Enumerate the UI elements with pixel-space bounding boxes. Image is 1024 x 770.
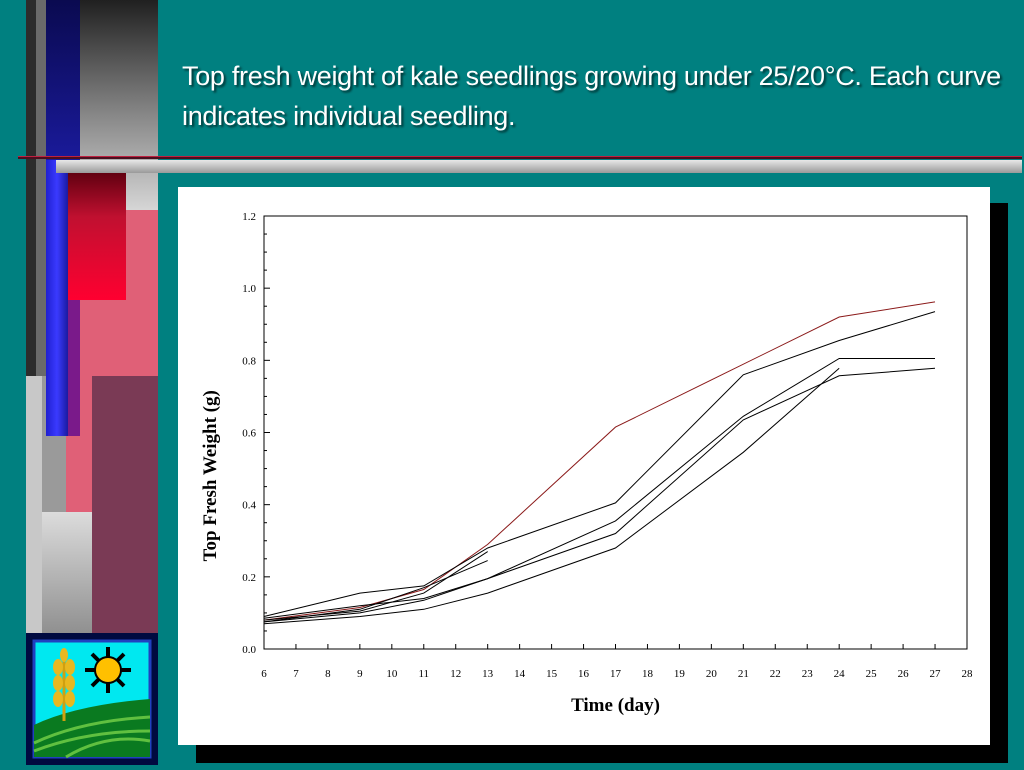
x-tick-label: 12 <box>450 668 461 680</box>
series-line-4 <box>263 367 936 623</box>
x-tick-label: 25 <box>866 668 878 680</box>
series-line-1 <box>263 301 936 621</box>
series-line-3 <box>263 358 935 619</box>
x-tick-label: 6 <box>261 668 267 680</box>
decor-bar-navy <box>46 0 80 160</box>
decor-bar-blue <box>46 160 68 436</box>
y-axis-title: Top Fresh Weight (g) <box>200 390 221 561</box>
y-tick-label: 1.0 <box>242 283 256 295</box>
x-tick-label: 16 <box>578 668 590 680</box>
wheat-icon <box>53 648 75 721</box>
y-tick-label: 1.2 <box>242 211 256 223</box>
y-tick-label: 0.2 <box>242 572 256 584</box>
series-line-2 <box>263 311 936 617</box>
y-tick-label: 0.0 <box>242 644 256 656</box>
x-tick-label: 14 <box>514 668 526 680</box>
decor-bar-blue-edge <box>68 300 80 436</box>
plot-area <box>263 215 968 650</box>
decor-bar-crimson <box>66 172 126 300</box>
x-tick-label: 20 <box>706 668 718 680</box>
x-tick-label: 17 <box>610 668 622 680</box>
slide-title: Top fresh weight of kale seedlings growi… <box>182 61 1001 131</box>
x-tick-label: 7 <box>293 668 299 680</box>
x-tick-label: 11 <box>418 668 429 680</box>
x-tick-label: 15 <box>546 668 558 680</box>
y-tick-label: 0.8 <box>242 355 256 367</box>
series-line-7 <box>263 560 488 623</box>
x-tick-label: 21 <box>738 668 749 680</box>
decor-bar-grey-left <box>36 0 46 376</box>
x-tick-label: 24 <box>834 668 846 680</box>
x-tick-label: 9 <box>357 668 363 680</box>
decor-bar-light <box>26 376 42 633</box>
x-tick-label: 13 <box>482 668 494 680</box>
sun-icon <box>85 647 131 693</box>
x-tick-label: 27 <box>930 668 942 680</box>
y-axis: 0.0 0.2 0.4 0.6 0.8 1.0 1.2 <box>242 211 270 656</box>
x-tick-label: 18 <box>642 668 654 680</box>
x-axis: 6 7 8 9 10 11 12 13 14 15 16 17 18 19 20 21 22 23 24 25 26 27… <box>261 644 973 680</box>
x-tick-label: 10 <box>386 668 398 680</box>
series-lines <box>263 301 936 625</box>
series-line-5 <box>263 367 840 625</box>
x-tick-label: 22 <box>770 668 781 680</box>
decor-bar-plum <box>92 376 158 633</box>
chart-panel: 0.0 0.2 0.4 0.6 0.8 1.0 1.2 6 7 8 9 10 11 12 13 14 15 16… <box>178 187 990 745</box>
logo <box>26 633 158 765</box>
chart: 0.0 0.2 0.4 0.6 0.8 1.0 1.2 6 7 8 9 10 11 12 13 14 15 16… <box>200 211 973 716</box>
x-tick-label: 8 <box>325 668 331 680</box>
x-tick-label: 26 <box>898 668 910 680</box>
title-divider <box>18 156 1022 159</box>
x-tick-label: 19 <box>674 668 686 680</box>
y-tick-label: 0.6 <box>242 428 256 440</box>
y-tick-label: 0.4 <box>242 500 256 512</box>
title-divider-highlight <box>18 156 1022 157</box>
x-tick-label: 28 <box>962 668 974 680</box>
field-icon <box>33 699 151 759</box>
x-tick-label: 23 <box>802 668 814 680</box>
x-axis-title: Time (day) <box>571 695 660 716</box>
title-divider-bar <box>56 160 1022 173</box>
